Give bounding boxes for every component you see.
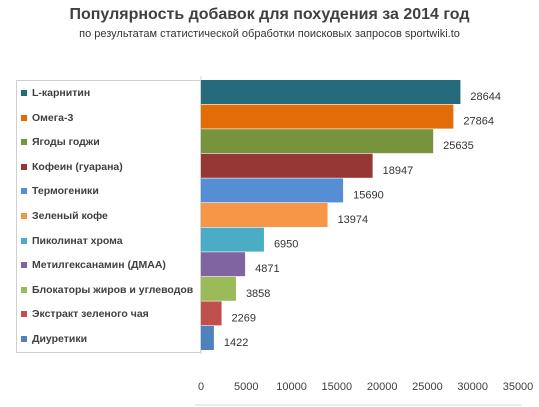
data-label: 18947 xyxy=(383,165,414,177)
bar xyxy=(201,276,236,301)
bar xyxy=(201,80,461,104)
bar xyxy=(201,178,344,203)
legend-label: Блокаторы жиров и углеводов xyxy=(32,283,194,296)
legend-swatch xyxy=(21,213,27,219)
data-label: 28644 xyxy=(470,91,501,103)
x-tick-label: 20000 xyxy=(367,381,398,393)
data-label: 1422 xyxy=(224,337,248,349)
x-tick-label: 25000 xyxy=(412,381,443,393)
chart-subtitle: по результатам статистической обработки … xyxy=(79,28,460,40)
legend-item: Метилгексанамин (ДМАА) xyxy=(21,258,166,272)
x-tick-label: 15000 xyxy=(322,381,353,393)
bar xyxy=(201,129,434,154)
legend-item: Экстракт зеленого чая xyxy=(21,307,149,321)
legend-swatch xyxy=(21,311,27,318)
legend-label: Экстракт зеленого чая xyxy=(32,308,149,321)
legend-label: Омега-3 xyxy=(32,111,74,124)
bar xyxy=(201,203,328,227)
x-tick-label: 5000 xyxy=(234,381,258,393)
legend-swatch xyxy=(21,139,27,146)
legend-swatch xyxy=(21,188,27,195)
legend-item: Зеленый кофе xyxy=(21,209,108,223)
legend-label: Кофеин (гуарана) xyxy=(32,160,123,173)
legend-item: Пиколинат хрома xyxy=(21,234,123,248)
legend-item: Диуретики xyxy=(21,332,87,346)
legend-label: Метилгексанамин (ДМАА) xyxy=(32,259,166,272)
legend-item: Омега-3 xyxy=(21,111,73,125)
data-label: 25635 xyxy=(443,140,474,152)
legend: L-карнитин Омега-3 Ягоды годжи Кофеин (гуар… xyxy=(16,80,201,353)
bar xyxy=(201,227,264,252)
legend-label: Термогеники xyxy=(32,185,99,198)
legend-swatch xyxy=(21,286,27,293)
legend-item: L-карнитин xyxy=(21,86,90,100)
bar xyxy=(201,104,454,129)
legend-swatch xyxy=(21,262,27,269)
legend-item: Термогеники xyxy=(21,184,99,198)
legend-label: Диуретики xyxy=(32,333,88,345)
bar xyxy=(201,301,222,326)
bar xyxy=(201,326,214,350)
legend-item: Кофеин (гуарана) xyxy=(21,160,123,174)
legend-label: Ягоды годжи xyxy=(32,136,100,149)
data-label: 4871 xyxy=(255,263,279,275)
legend-item: Ягоды годжи xyxy=(21,135,100,149)
data-label: 13974 xyxy=(338,214,369,226)
x-tick-label: 30000 xyxy=(457,381,488,393)
legend-item: Блокаторы жиров и углеводов xyxy=(21,283,193,297)
legend-label: L-карнитин xyxy=(32,87,91,99)
x-tick-label: 10000 xyxy=(276,381,307,393)
data-label: 27864 xyxy=(463,116,494,128)
legend-swatch xyxy=(21,90,27,96)
legend-swatch xyxy=(21,163,27,170)
legend-swatch xyxy=(21,114,27,121)
data-label: 15690 xyxy=(353,189,384,201)
x-tick-label: 35000 xyxy=(503,381,534,393)
data-label: 6950 xyxy=(274,239,298,251)
legend-swatch xyxy=(21,237,27,244)
data-label: 3858 xyxy=(246,288,270,300)
x-tick-label: 0 xyxy=(198,381,204,393)
data-label: 2269 xyxy=(232,312,256,324)
legend-label: Пиколинат хрома xyxy=(32,234,123,247)
legend-swatch xyxy=(21,336,27,342)
bar xyxy=(201,153,373,178)
chart-title: Популярность добавок для похудения за 20… xyxy=(69,6,470,23)
bar xyxy=(201,252,246,277)
legend-label: Зеленый кофе xyxy=(32,210,108,222)
